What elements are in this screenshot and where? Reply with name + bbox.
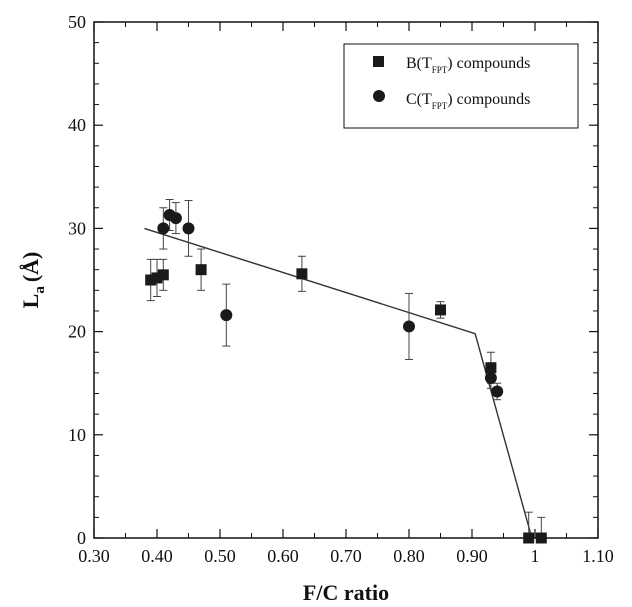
x-tick-label: 0.70: [330, 546, 362, 566]
legend-marker-circle: [373, 90, 385, 102]
y-tick-label: 0: [77, 528, 86, 548]
x-tick-label: 0.90: [456, 546, 488, 566]
circle-marker: [169, 212, 182, 225]
circle-marker: [491, 385, 504, 398]
circle-marker: [182, 222, 195, 235]
square-marker: [535, 532, 547, 544]
y-tick-label: 10: [68, 425, 86, 445]
circle-marker: [157, 222, 170, 235]
x-tick-label: 0.40: [141, 546, 173, 566]
x-tick-label: 0.60: [267, 546, 299, 566]
legend-b-sub: FPT: [432, 65, 448, 75]
square-marker: [296, 268, 308, 280]
x-axis-label: F/C ratio: [303, 580, 389, 605]
y-tick-label: 40: [68, 115, 86, 135]
legend-c-pre: C(T: [406, 91, 432, 108]
svg-text:La(Å): La (Å): [18, 252, 48, 309]
legend-marker-square: [373, 56, 384, 67]
square-marker: [145, 274, 157, 286]
y-tick-label: 20: [68, 322, 86, 342]
legend-c-sub: FPT: [432, 101, 448, 111]
tick-labels: 0.30 0.40 0.50 0.60 0.70 0.80 0.90 1 1.10 0 10 20 30…: [68, 12, 614, 566]
square-marker: [157, 269, 169, 281]
y-tick-label: 50: [68, 12, 86, 32]
x-tick-label: 0.80: [393, 546, 425, 566]
y-axis-label-unit: (Å): [18, 252, 43, 283]
circle-marker: [484, 372, 497, 385]
x-tick-label: 1.10: [582, 546, 614, 566]
legend-c-post: ) compounds: [447, 91, 530, 108]
y-axis-label-main: L: [18, 294, 43, 309]
square-marker: [435, 304, 446, 316]
x-tick-label: 1: [531, 546, 540, 566]
data-markers: [145, 208, 547, 544]
x-tick-label: 0.50: [204, 546, 236, 566]
square-marker: [151, 272, 163, 284]
fit-line: [144, 227, 533, 539]
square-marker: [485, 362, 497, 374]
square-marker: [523, 532, 535, 544]
axis-ticks: [93, 21, 599, 539]
legend-entry-b: B(TFPT) compounds: [406, 55, 530, 75]
legend-entry-c: C(TFPT) compounds: [406, 91, 530, 111]
fit-line-group: [144, 227, 533, 539]
y-tick-label: 30: [68, 218, 86, 238]
legend-b-post: ) compounds: [447, 55, 530, 72]
y-axis-label-sub: a: [32, 286, 48, 294]
legend: B(TFPT) compounds C(TFPT) compounds: [343, 43, 579, 129]
y-axis-label: La (Å): [18, 252, 48, 309]
circle-marker: [220, 309, 233, 322]
circle-marker: [403, 320, 415, 333]
square-marker: [195, 264, 207, 276]
x-tick-label: 0.30: [78, 546, 110, 566]
legend-b-pre: B(T: [406, 55, 432, 72]
